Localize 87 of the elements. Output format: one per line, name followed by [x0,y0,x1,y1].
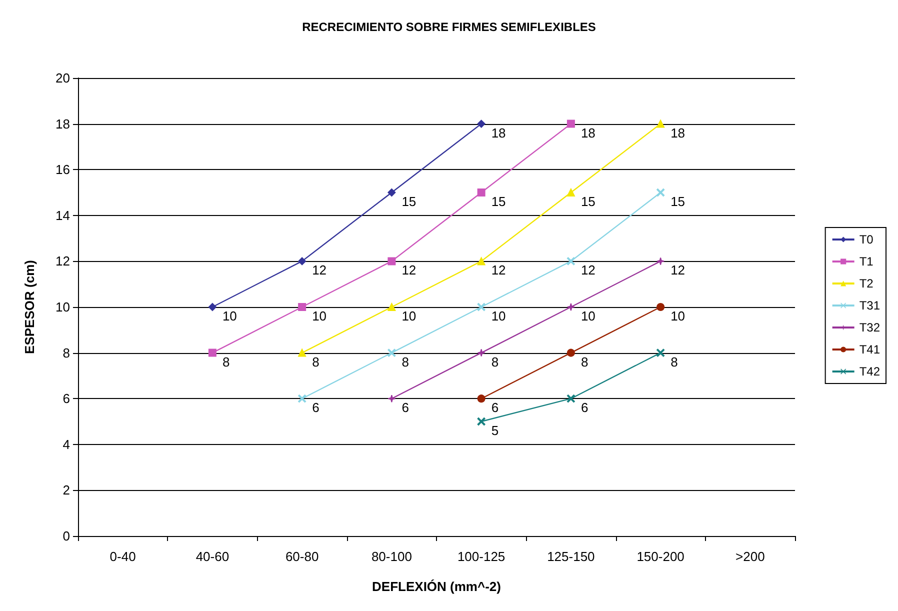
data-label: 18 [670,125,686,140]
point [477,120,486,128]
data-label: 15 [670,194,686,209]
data-label: 12 [402,262,416,278]
point [298,394,306,403]
x-tick-label: 100-125 [457,549,506,564]
data-label: 8 [580,354,588,370]
point [656,303,665,311]
legend-label: T41 [859,342,880,356]
x-tick-label: 150-200 [636,549,684,564]
legend-label: T42 [859,364,880,378]
point [656,188,665,196]
x-tick-label: 80-100 [371,549,412,564]
data-label: 18 [580,125,596,140]
point [477,303,486,311]
data-label: 10 [312,308,327,324]
data-label: 6 [580,400,588,416]
point [656,348,665,357]
point [208,348,216,357]
data-label: 15 [491,194,506,209]
point [388,394,396,403]
x-tick-label: 60-80 [285,549,319,564]
data-label: 15 [580,194,596,209]
data-label: 8 [491,354,499,370]
data-label: 8 [222,354,230,370]
data-label: 15 [402,194,416,209]
y-tick-label: 16 [56,162,70,178]
data-label: 10 [491,308,506,324]
point [566,348,575,357]
point [298,303,306,311]
x-tick-label: >200 [736,549,765,564]
point [388,188,396,196]
point [477,257,486,266]
point [566,188,575,196]
y-tick-label: 12 [56,254,70,269]
data-label: 12 [670,262,686,278]
y-tick-label: 20 [56,70,70,86]
y-tick-label: 10 [56,300,70,314]
data-label: 10 [222,308,237,324]
data-label: 10 [402,308,416,324]
legend-label: T1 [859,254,874,268]
x-axis-title: DEFLEXIÓN (mm^-2) [372,579,501,594]
data-label: 18 [491,125,506,140]
x-tick-label: 125-150 [547,549,595,564]
point [388,257,396,266]
point [298,348,306,357]
point [388,303,396,311]
data-label: 12 [580,262,596,278]
data-label: 8 [670,354,678,370]
data-label: 12 [312,262,327,278]
point [566,394,575,403]
data-label: 8 [312,354,320,370]
point [656,120,665,128]
data-label: 6 [402,400,409,416]
point [656,257,665,266]
y-tick-label: 2 [62,482,70,498]
legend-label: T31 [859,298,880,312]
point [566,120,575,128]
y-tick-label: 4 [62,436,70,452]
point [477,394,486,403]
y-tick-label: 14 [56,208,70,223]
point [477,418,486,426]
point [566,303,575,311]
y-tick-label: 0 [62,528,70,544]
x-tick-label: 40-60 [196,549,230,564]
data-label: 5 [491,423,499,438]
x-tick-label: 0-40 [110,549,136,564]
data-label: 12 [491,262,506,278]
point [388,348,396,357]
y-tick-label: 18 [56,116,70,132]
point [477,348,486,357]
point [208,303,216,311]
y-tick-label: 8 [62,345,70,360]
data-label: 10 [670,308,686,324]
point [298,257,306,266]
data-label: 8 [402,354,409,370]
legend-label: T2 [859,276,874,290]
y-tick-label: 6 [62,391,70,406]
point [566,257,575,266]
point [477,188,486,196]
chart-title: RECRECIMIENTO SOBRE FIRMES SEMIFLEXIBLES [302,20,596,34]
data-label: 10 [580,308,596,324]
legend-label: T32 [859,320,880,334]
legend-label: T0 [859,232,874,246]
data-label: 6 [312,400,320,416]
y-axis-title: ESPESOR (cm) [22,260,37,354]
data-label: 6 [491,400,499,416]
